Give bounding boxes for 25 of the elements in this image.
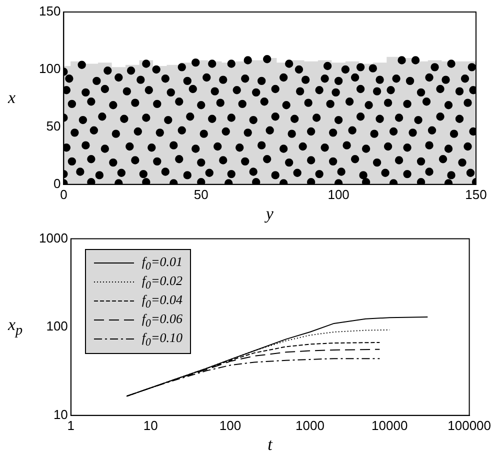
legend-label: f$_{0}$=0.06: [142, 311, 182, 330]
x-tick-label: 100000: [448, 418, 492, 433]
x-axis-title: t: [268, 435, 272, 456]
y-tick-label: 10: [53, 406, 68, 422]
y-tick-label: 0: [53, 176, 61, 191]
x-tick-label: 10: [143, 418, 158, 433]
x-tick-label: 1: [67, 418, 75, 433]
x-tick-label: 1000: [295, 418, 324, 433]
x-tick-label: 50: [194, 186, 208, 202]
y-tick-label: 150: [38, 4, 61, 19]
x-tick-label: 10000: [372, 418, 408, 433]
x-tick-label: 150: [465, 186, 487, 202]
x-tick-label: 100: [219, 418, 242, 433]
legend-label: f$_{0}$=0.04: [142, 292, 182, 311]
y-axis-title: x$_{p}$: [8, 315, 23, 340]
y-tick-label: 100: [46, 318, 68, 334]
legend-label: f$_{0}$=0.02: [142, 273, 182, 292]
y-tick-label: 1000: [39, 230, 68, 246]
x-tick-label: 100: [328, 186, 350, 202]
legend-label: f$_{0}$=0.10: [142, 330, 182, 349]
y-axis-title: x: [8, 88, 16, 108]
y-tick-label: 100: [38, 61, 61, 76]
x-axis-title: y: [266, 204, 274, 224]
legend-label: f$_{0}$=0.01: [142, 254, 182, 273]
y-tick-label: 50: [46, 118, 61, 134]
